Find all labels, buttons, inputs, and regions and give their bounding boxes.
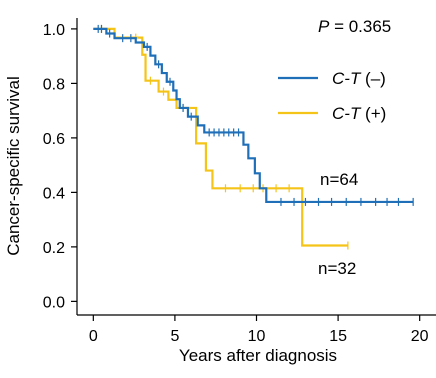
- y-tick-label: 1.0: [43, 22, 65, 39]
- x-tick-label: 15: [329, 328, 347, 345]
- x-tick-label: 20: [411, 328, 429, 345]
- x-tick-label: 10: [248, 328, 266, 345]
- x-axis-title: Years after diagnosis: [179, 346, 337, 365]
- p-value-annotation: P = 0.365: [318, 17, 391, 36]
- x-axis-ticks: 0 5 10 15 20: [89, 315, 429, 345]
- legend-label-ct-positive: C-T (+): [332, 104, 386, 123]
- legend-label-ct-positive-suffix: (+): [360, 104, 386, 123]
- legend-label-ct-negative: C-T (–): [332, 69, 386, 88]
- p-value-symbol: P: [318, 17, 330, 36]
- y-axis-title: Cancer-specific survival: [4, 76, 23, 256]
- y-tick-label: 0.4: [43, 185, 65, 202]
- n-label-ct-positive: n=32: [318, 259, 356, 278]
- legend-label-ct-negative-suffix: (–): [360, 69, 386, 88]
- series-ct-negative: [93, 24, 414, 206]
- legend-label-ct-positive-main: C-T: [332, 104, 362, 123]
- x-tick-label: 5: [170, 328, 179, 345]
- legend-label-ct-negative-main: C-T: [332, 69, 362, 88]
- x-tick-label: 0: [89, 328, 98, 345]
- survival-curve: [93, 27, 414, 204]
- y-tick-label: 0.6: [43, 131, 65, 148]
- series-ct-positive: [93, 24, 349, 250]
- y-tick-label: 0.0: [43, 294, 65, 311]
- y-tick-label: 0.8: [43, 76, 65, 93]
- series-layer: [93, 24, 414, 250]
- survival-curve: [93, 27, 348, 247]
- p-value-text: = 0.365: [329, 17, 391, 36]
- n-label-ct-negative: n=64: [320, 170, 358, 189]
- legend: C-T (–) C-T (+): [278, 69, 386, 123]
- y-axis-ticks: 0.0 0.2 0.4 0.6 0.8 1.0: [43, 22, 77, 311]
- y-tick-label: 0.2: [43, 240, 65, 257]
